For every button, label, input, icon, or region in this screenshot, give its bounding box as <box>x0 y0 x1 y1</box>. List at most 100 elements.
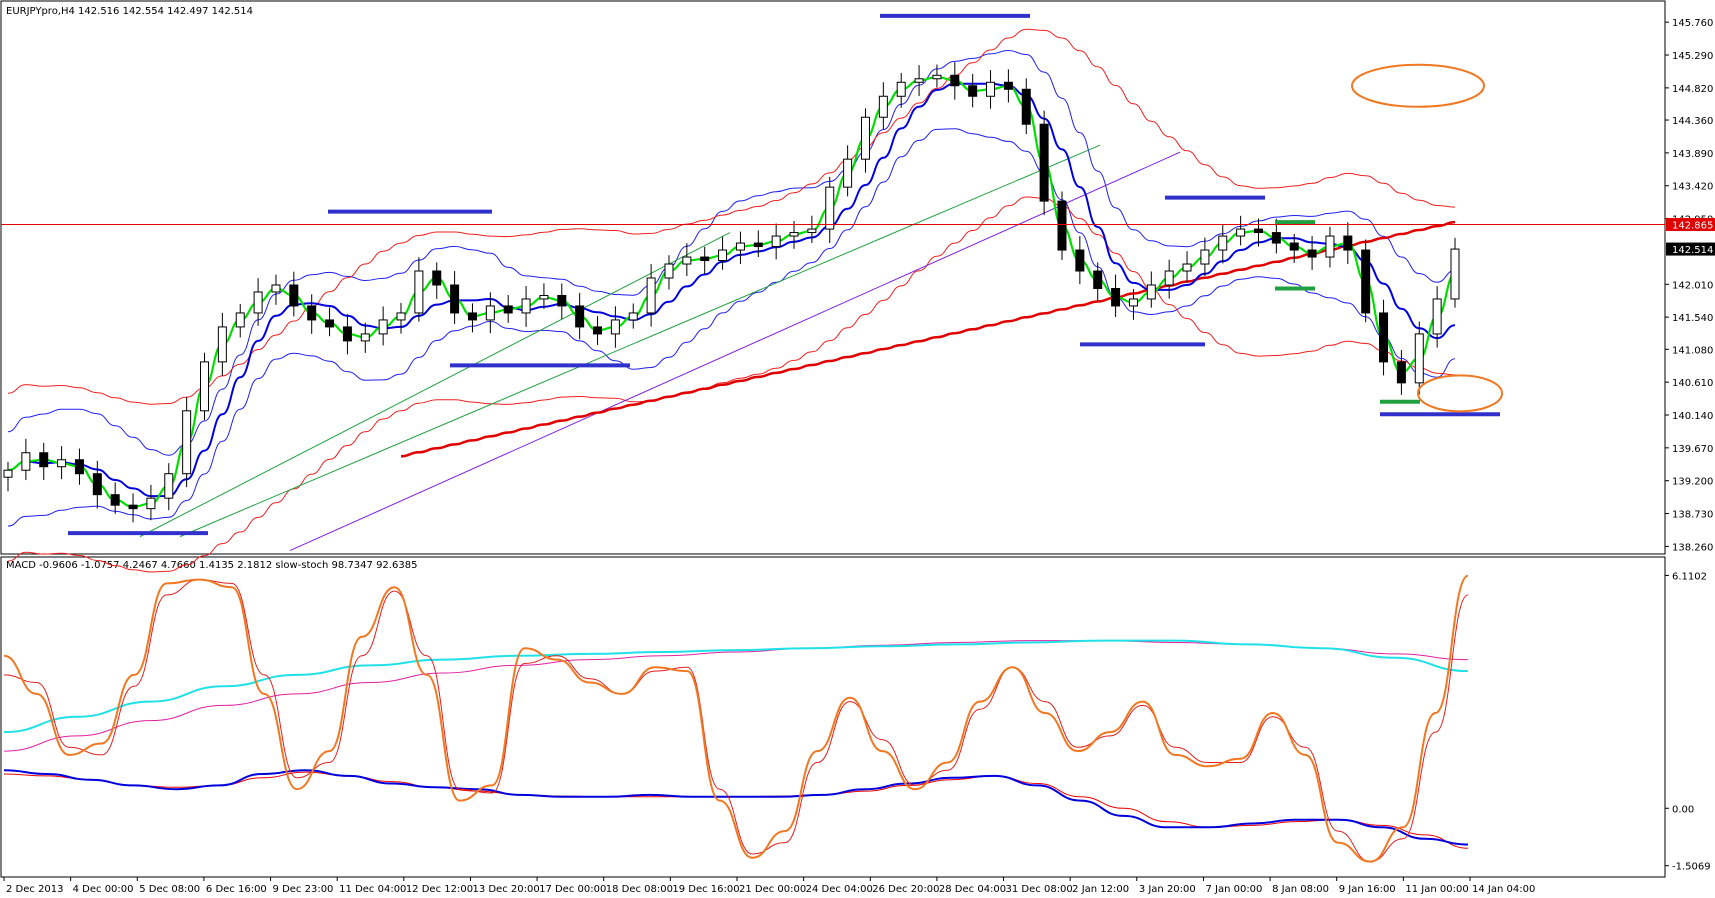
candle-body <box>217 326 227 363</box>
candle-body <box>164 473 174 499</box>
candle-body <box>1003 81 1013 90</box>
candle-body <box>360 333 370 342</box>
highlight-circle-upper <box>1351 63 1485 108</box>
candle-body <box>1414 333 1424 384</box>
candle-body <box>1379 312 1389 363</box>
bollinger-lower-red <box>7 196 1456 573</box>
bollinger-lower-blue <box>7 128 1456 527</box>
price-tick-label: 142.010 <box>1672 280 1713 291</box>
candle-body <box>307 305 317 321</box>
candle-body <box>1093 270 1103 289</box>
price-tick-label: 138.260 <box>1672 542 1713 553</box>
candle-body <box>485 305 495 321</box>
price-tick-label: 141.080 <box>1672 345 1713 356</box>
ema-cyan-line <box>3 639 1469 734</box>
time-tick-label: 11 Dec 04:00 <box>339 884 406 895</box>
candle-body <box>789 232 799 237</box>
macd-main-line <box>3 769 1469 846</box>
ma-slow-line <box>400 220 1456 458</box>
time-tick-label: 24 Dec 04:00 <box>806 884 873 895</box>
candle-body <box>378 319 388 335</box>
price-tick-label: 143.890 <box>1672 149 1713 160</box>
time-tick-label: 28 Dec 04:00 <box>939 884 1006 895</box>
time-tick-label: 14 Jan 04:00 <box>1472 884 1535 895</box>
candle-body <box>325 319 335 328</box>
candle-body <box>1146 284 1156 300</box>
moving-averages <box>7 75 1456 509</box>
candle-body <box>950 74 960 87</box>
candle-body <box>253 291 263 314</box>
time-tick-label: 2 Dec 2013 <box>6 884 64 895</box>
candle-body <box>503 305 513 314</box>
candle-body <box>289 284 299 307</box>
price-tick-label: 139.200 <box>1672 477 1713 488</box>
candle-body <box>414 270 424 314</box>
candle-body <box>718 249 728 262</box>
candle-body <box>610 319 620 335</box>
candle-body <box>539 294 549 300</box>
candle-body <box>664 263 674 279</box>
ma-mid-line <box>7 82 1456 498</box>
candle-body <box>932 74 942 80</box>
candle-body <box>1253 228 1263 234</box>
candle-body <box>628 312 638 321</box>
candle-body <box>771 235 781 248</box>
indicator-pane-frame <box>0 556 1666 878</box>
time-tick-label: 7 Jan 00:00 <box>1205 884 1262 895</box>
indicator-lines <box>3 574 1469 863</box>
time-tick-label: 18 Dec 08:00 <box>606 884 673 895</box>
candle-body <box>896 81 906 97</box>
price-tick-label: 141.540 <box>1672 313 1713 324</box>
price-tick-label: 144.360 <box>1672 116 1713 127</box>
indicator-tick-label: 0.00 <box>1672 804 1694 815</box>
candle-body <box>1021 88 1031 125</box>
candle-body <box>1128 298 1138 307</box>
candle-body <box>467 312 477 321</box>
candle-body <box>1236 228 1246 237</box>
time-tick-label: 19 Dec 16:00 <box>672 884 739 895</box>
candle-body <box>1450 248 1460 300</box>
candle-body <box>593 326 603 335</box>
candle-body <box>3 469 13 478</box>
ref-price-tag <box>1666 218 1715 232</box>
candle-body <box>432 270 442 286</box>
price-tick-label: 140.610 <box>1672 378 1713 389</box>
time-tick-label: 3 Jan 20:00 <box>1139 884 1196 895</box>
price-axis: 145.760 145.290 144.820 144.360 143.890 143.4… <box>1665 18 1713 553</box>
candle-body <box>110 494 120 506</box>
indicator-header: MACD -0.9606 -1.0757 4.2467 4.7660 1.413… <box>6 560 417 571</box>
symbol-header: EURJPYpro,H4 142.516 142.554 142.497 142… <box>6 6 253 17</box>
price-tick-label: 144.820 <box>1672 84 1713 95</box>
time-axis: 2 Dec 2013 4 Dec 00:00 5 Dec 08:00 6 Dec 16… <box>3 877 1535 895</box>
candle-body <box>128 504 138 510</box>
price-tick-label: 140.140 <box>1672 411 1713 422</box>
stoch-main-line <box>3 574 1469 863</box>
price-pane-frame <box>0 0 1666 555</box>
candle-body <box>1271 232 1281 244</box>
stoch-signal-line <box>3 579 1469 863</box>
candle-body <box>1307 249 1317 258</box>
candle-body <box>235 312 245 328</box>
candle-body <box>1039 123 1049 202</box>
price-tick-label: 138.730 <box>1672 510 1713 521</box>
current-price-tag <box>1666 242 1715 256</box>
candle-body <box>1289 242 1299 251</box>
candle-body <box>1111 287 1121 307</box>
annotations <box>68 13 1503 536</box>
time-tick-label: 6 Dec 16:00 <box>206 884 267 895</box>
time-tick-label: 9 Dec 23:00 <box>273 884 334 895</box>
price-tick-label: 143.420 <box>1672 182 1713 193</box>
candle-body <box>807 228 817 234</box>
candle-body <box>1218 235 1228 251</box>
highlight-circle-lower <box>1417 374 1503 413</box>
trendlines <box>139 144 1181 552</box>
candle-body <box>521 298 531 314</box>
candle-body <box>450 284 460 314</box>
candle-body <box>1057 200 1067 251</box>
candle-body <box>1361 249 1371 314</box>
candle-body <box>57 459 67 468</box>
indicator-tick-label: 6.1102 <box>1672 571 1707 582</box>
candle-body <box>146 497 156 510</box>
candle-body <box>200 361 210 412</box>
